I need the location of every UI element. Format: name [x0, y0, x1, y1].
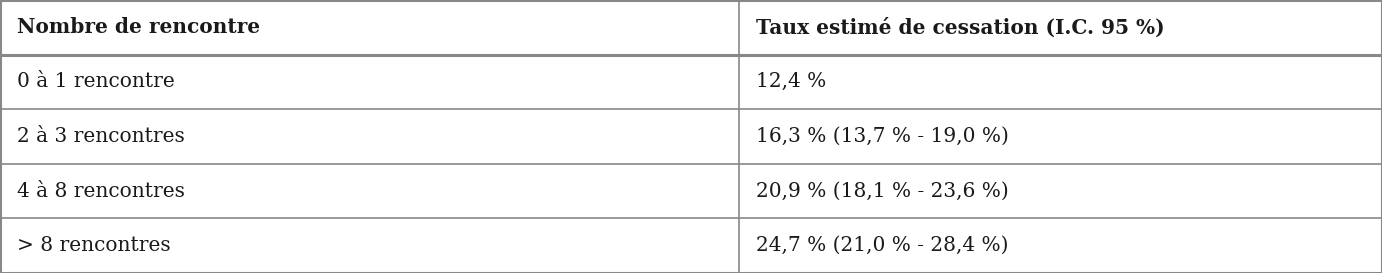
Text: 16,3 % (13,7 % - 19,0 %): 16,3 % (13,7 % - 19,0 %)	[756, 127, 1009, 146]
Text: 0 à 1 rencontre: 0 à 1 rencontre	[17, 72, 174, 91]
Text: 24,7 % (21,0 % - 28,4 %): 24,7 % (21,0 % - 28,4 %)	[756, 236, 1009, 255]
Text: Nombre de rencontre: Nombre de rencontre	[17, 17, 260, 37]
Text: 12,4 %: 12,4 %	[756, 72, 826, 91]
Text: > 8 rencontres: > 8 rencontres	[17, 236, 170, 255]
Text: Taux estimé de cessation (I.C. 95 %): Taux estimé de cessation (I.C. 95 %)	[756, 17, 1165, 37]
Text: 2 à 3 rencontres: 2 à 3 rencontres	[17, 127, 184, 146]
Text: 20,9 % (18,1 % - 23,6 %): 20,9 % (18,1 % - 23,6 %)	[756, 182, 1009, 201]
Text: 4 à 8 rencontres: 4 à 8 rencontres	[17, 182, 184, 201]
